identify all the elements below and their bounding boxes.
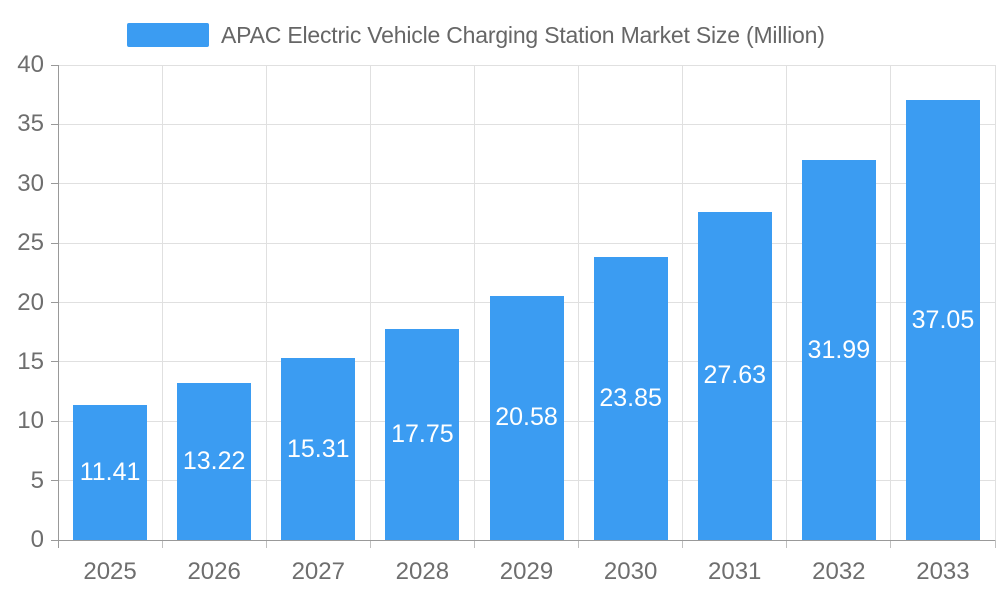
y-tick bbox=[51, 64, 58, 66]
x-tick-label: 2029 bbox=[499, 558, 554, 585]
h-gridline bbox=[58, 183, 995, 185]
legend-item[interactable]: APAC Electric Vehicle Charging Station M… bbox=[127, 21, 825, 49]
bar-value-label: 27.63 bbox=[703, 361, 766, 390]
y-tick-label: 35 bbox=[17, 110, 44, 138]
bar: 11.41 bbox=[73, 404, 148, 540]
h-gridline bbox=[58, 242, 995, 244]
x-tick-label: 2028 bbox=[395, 558, 450, 585]
v-gridline bbox=[682, 65, 684, 540]
bar-value-label: 23.85 bbox=[599, 383, 662, 412]
x-tick bbox=[161, 540, 163, 548]
v-gridline bbox=[994, 65, 996, 540]
x-tick-label: 2026 bbox=[187, 558, 241, 585]
v-gridline bbox=[473, 65, 475, 540]
x-tick-label: 2033 bbox=[916, 558, 970, 585]
bar: 15.31 bbox=[281, 358, 356, 540]
y-tick bbox=[51, 123, 58, 125]
bar-value-label: 15.31 bbox=[286, 434, 350, 463]
x-tick bbox=[786, 540, 788, 548]
y-tick bbox=[51, 420, 58, 422]
bar-value-label: 11.41 bbox=[79, 457, 141, 486]
x-tick-label: 2025 bbox=[83, 558, 137, 585]
x-tick bbox=[890, 540, 892, 548]
bar-value-label: 37.05 bbox=[911, 305, 975, 334]
y-tick-label: 0 bbox=[30, 526, 44, 553]
x-tick bbox=[682, 540, 684, 548]
v-gridline bbox=[578, 65, 580, 540]
bar: 23.85 bbox=[593, 256, 668, 540]
v-gridline bbox=[265, 65, 267, 540]
bar: 31.99 bbox=[801, 160, 876, 540]
bar: 20.58 bbox=[489, 295, 564, 540]
y-tick-label: 40 bbox=[17, 51, 44, 78]
h-gridline bbox=[58, 123, 995, 125]
y-tick-label: 15 bbox=[17, 347, 44, 375]
bar: 13.22 bbox=[177, 383, 252, 540]
bar: 17.75 bbox=[385, 329, 460, 540]
bar-value-label: 31.99 bbox=[807, 335, 871, 364]
legend-label: APAC Electric Vehicle Charging Station M… bbox=[221, 21, 825, 48]
x-tick bbox=[369, 540, 371, 548]
legend-swatch bbox=[127, 23, 209, 47]
y-tick-label: 5 bbox=[30, 466, 44, 494]
v-gridline bbox=[890, 65, 892, 540]
x-tick-label: 2032 bbox=[812, 558, 866, 585]
y-tick bbox=[51, 302, 58, 303]
y-tick bbox=[51, 183, 58, 185]
y-axis-line bbox=[57, 65, 59, 548]
x-tick-label: 2030 bbox=[603, 558, 658, 585]
v-gridline bbox=[369, 65, 371, 540]
y-tick-label: 30 bbox=[17, 169, 44, 197]
y-tick bbox=[51, 242, 58, 244]
bar-value-label: 13.22 bbox=[182, 446, 246, 475]
y-tick-label: 25 bbox=[17, 229, 44, 257]
y-tick-label: 20 bbox=[17, 288, 44, 316]
x-tick-label: 2031 bbox=[708, 558, 762, 585]
bar-value-label: 20.58 bbox=[495, 403, 558, 432]
x-tick bbox=[265, 540, 267, 548]
y-tick-label: 10 bbox=[17, 407, 44, 435]
v-gridline bbox=[161, 65, 163, 540]
x-tick bbox=[473, 540, 475, 548]
h-gridline bbox=[58, 64, 995, 66]
bar: 27.63 bbox=[697, 211, 772, 540]
x-axis-line bbox=[51, 539, 995, 541]
y-tick bbox=[51, 480, 58, 482]
x-tick bbox=[994, 540, 996, 548]
y-tick bbox=[51, 361, 58, 363]
x-tick bbox=[578, 540, 580, 548]
bar-value-label: 17.75 bbox=[391, 420, 454, 449]
bar: 37.05 bbox=[905, 100, 980, 540]
x-tick-label: 2027 bbox=[291, 558, 345, 585]
v-gridline bbox=[786, 65, 788, 540]
